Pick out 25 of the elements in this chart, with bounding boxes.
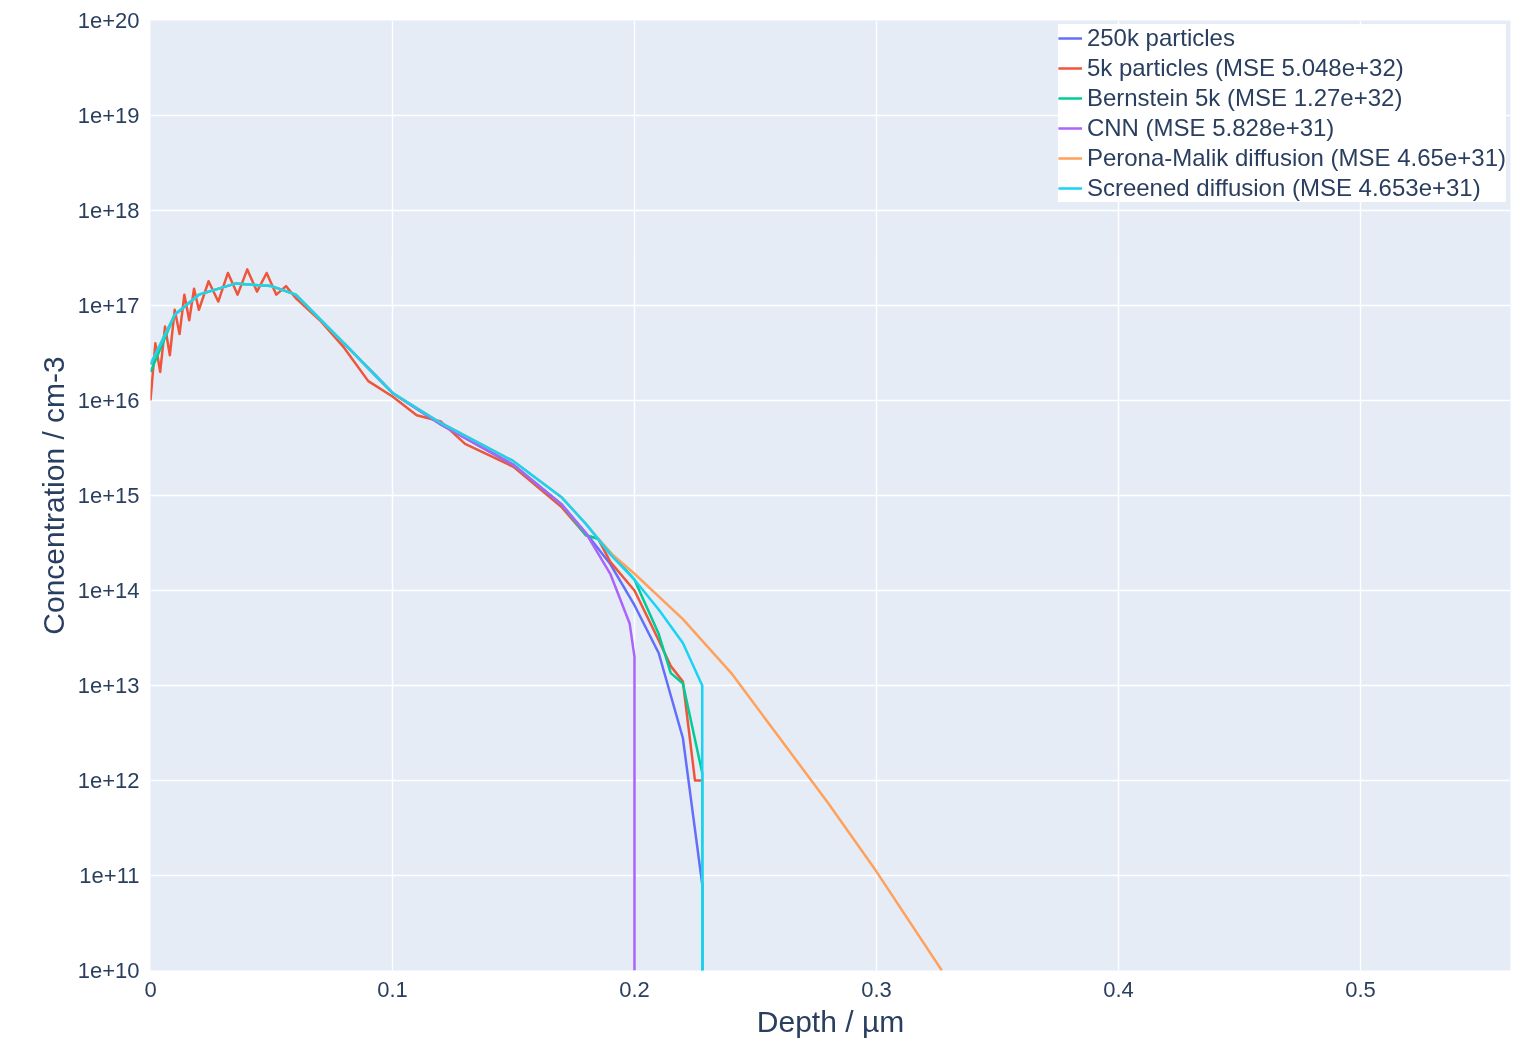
y-tick-label: 1e+17 <box>77 293 140 318</box>
y-tick-label: 1e+15 <box>77 483 140 508</box>
y-axis-title: Concentration / cm-3 <box>36 356 70 635</box>
legend-label: 250k particles <box>1086 24 1235 52</box>
y-tick-label: 1e+14 <box>77 578 140 603</box>
y-tick-label: 1e+13 <box>77 673 140 698</box>
legend-label: Perona-Malik diffusion (MSE 4.65e+31) <box>1086 144 1506 172</box>
x-tick-label: 0.5 <box>1345 976 1376 1002</box>
legend-label: Bernstein 5k (MSE 1.27e+32) <box>1086 84 1403 112</box>
y-tick-label: 1e+16 <box>77 388 140 413</box>
y-tick-label: 1e+19 <box>77 103 140 128</box>
legend-label: CNN (MSE 5.828e+31) <box>1086 114 1335 142</box>
x-tick-label: 0.1 <box>377 976 408 1002</box>
y-tick-label: 1e+10 <box>77 958 140 983</box>
y-tick-label: 1e+11 <box>79 863 140 888</box>
y-tick-label: 1e+18 <box>77 198 140 223</box>
legend-label: 5k particles (MSE 5.048e+32) <box>1086 54 1404 82</box>
x-tick-label: 0.3 <box>861 976 892 1002</box>
legend-label: Screened diffusion (MSE 4.653e+31) <box>1086 174 1481 202</box>
x-tick-label: 0 <box>144 976 157 1002</box>
x-tick-label: 0.4 <box>1103 976 1134 1002</box>
x-axis-title: Depth / µm <box>756 1004 905 1038</box>
y-tick-label: 1e+12 <box>77 768 140 793</box>
x-tick-label: 0.2 <box>619 976 650 1002</box>
y-tick-label: 1e+20 <box>77 8 140 33</box>
